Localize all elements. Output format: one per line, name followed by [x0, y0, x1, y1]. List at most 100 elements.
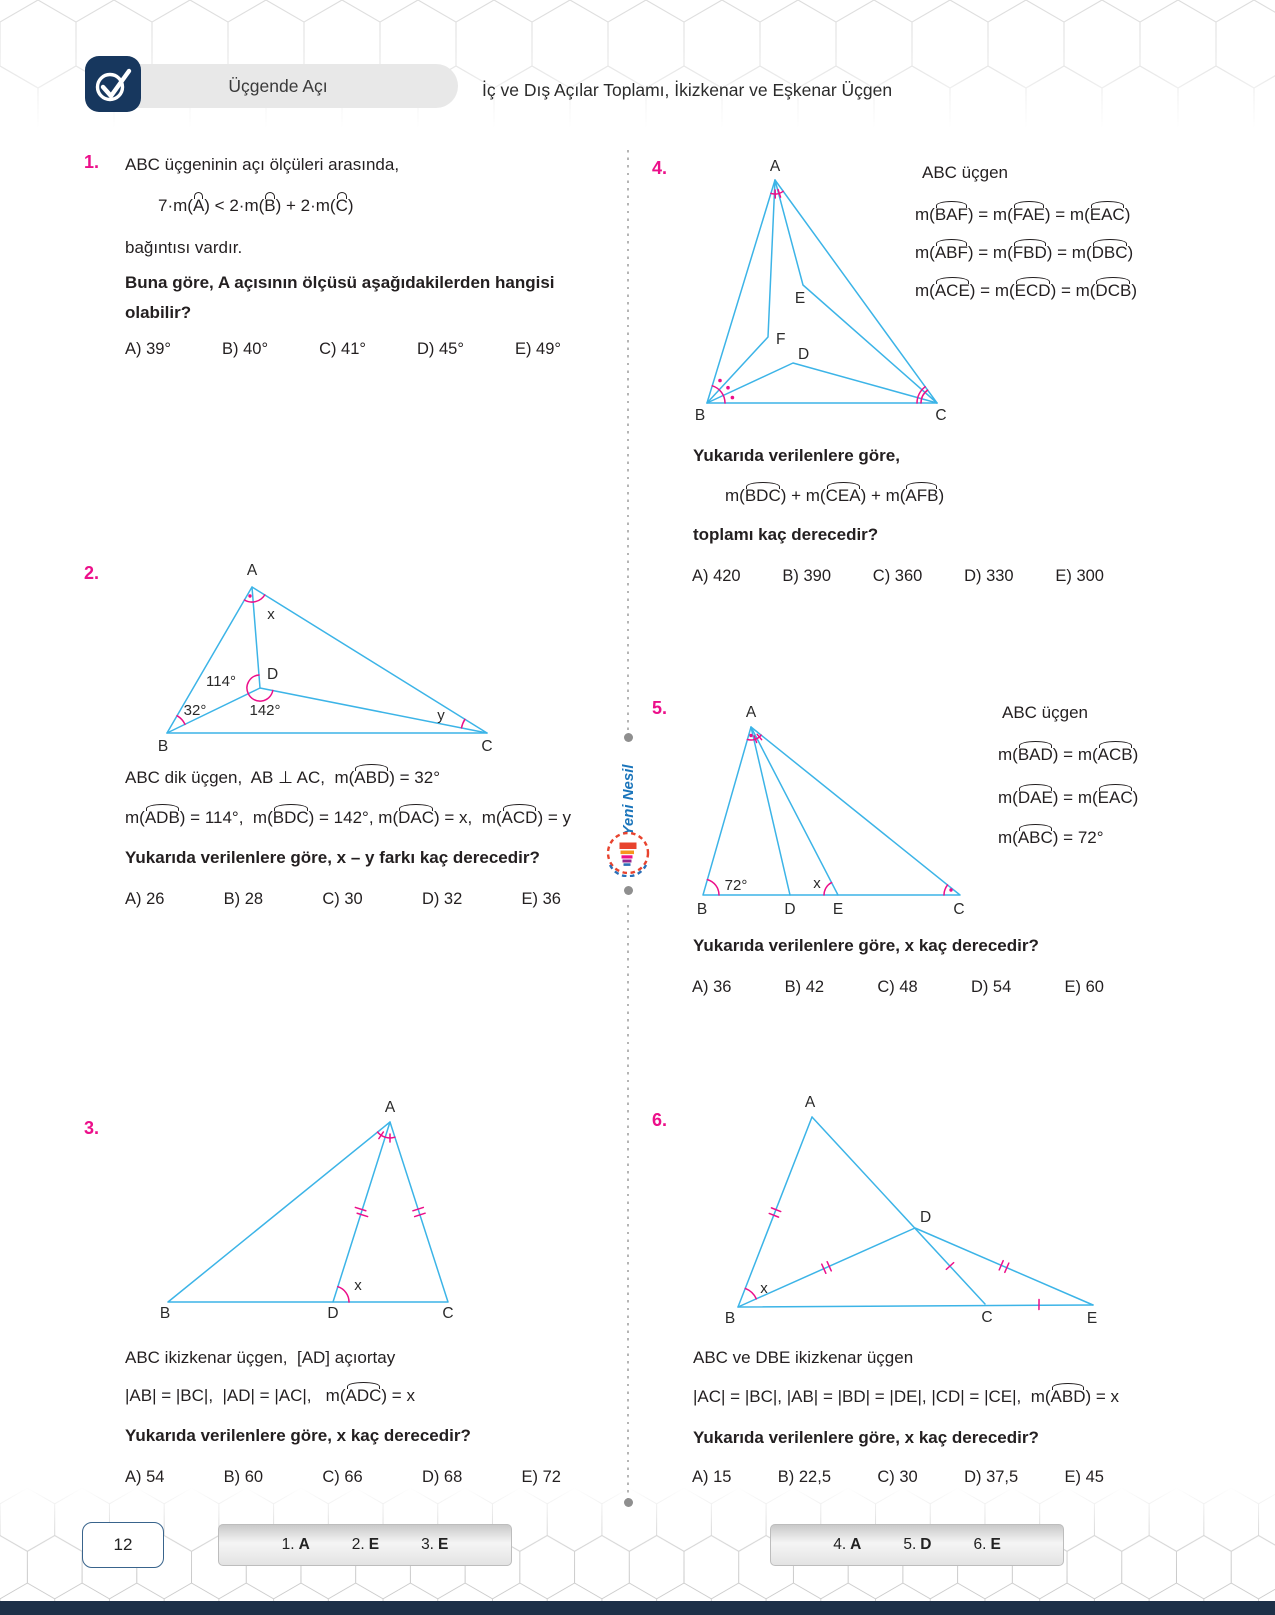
q5-side-2: m(DAE) = m(EAC) [998, 784, 1139, 807]
brand-logo-icon [606, 831, 650, 877]
q2-options: A) 26 B) 28 C) 30 D) 32 E) 36 [125, 890, 561, 909]
q6-triangle-lines [737, 1116, 1094, 1308]
q4-side-title: ABC üçgen [922, 163, 1008, 182]
q2-option-e: E) 36 [521, 890, 561, 908]
question-4-number: 4. [652, 158, 668, 178]
q2-angle-y-label: y [437, 707, 445, 724]
question-2-number: 2. [84, 563, 100, 583]
q3-option-d: D) 68 [421, 1468, 463, 1486]
q4-side-1: m(BAF) = m(FAE) = m(EAC) [915, 201, 1131, 224]
answer-item: 6. E [973, 1536, 1001, 1553]
q3-given-2: |AB| = |BC|, |AD| = |AC|, m(ADC) = x [125, 1382, 415, 1405]
page-number-box: 12 [82, 1522, 164, 1568]
q6-angle-x-label: x [760, 1280, 768, 1297]
q4-question-pre: Yukarıda verilenlere göre, [693, 446, 900, 465]
q2-angle-142-label: 142° [249, 702, 280, 719]
separator-dot [624, 1498, 633, 1507]
chapter-bar: Üçgende Açı [98, 64, 458, 108]
q2-triangle-lines [166, 586, 488, 734]
answer-item: 4. A [833, 1536, 862, 1553]
q5-diagram: A B D E C 72° x [697, 704, 965, 918]
q1-option-b: B) 40° [222, 340, 269, 358]
bottom-fade-overlay [0, 1488, 1275, 1578]
q3-angle-marks [337, 1131, 426, 1303]
question-3-number: 3. [84, 1118, 100, 1138]
q4-option-e: E) 300 [1055, 567, 1104, 585]
answer-item: 5. D [903, 1536, 932, 1553]
q2-point-d-label: D [267, 666, 278, 683]
q3-option-a: A) 54 [125, 1468, 165, 1486]
column-separator [627, 905, 630, 1503]
question-6-number: 6. [652, 1110, 668, 1130]
q1-option-e: E) 49° [514, 340, 561, 358]
q4-formula: m(BDC) + m(CEA) + m(AFB) [725, 482, 945, 505]
q3-option-b: B) 60 [223, 1468, 264, 1486]
q5-option-c: C) 48 [877, 978, 918, 996]
q6-option-b: B) 22,5 [777, 1468, 831, 1486]
answer-strip-left: 1. A 2. E 3. E [218, 1524, 512, 1566]
q6-vertex-a-label: A [805, 1094, 816, 1111]
q4-options: A) 420 B) 390 C) 360 D) 330 E) 300 [692, 567, 1104, 586]
q5-vertex-a-label: A [746, 704, 757, 721]
q4-side-2: m(ABF) = m(FBD) = m(DBC) [915, 239, 1134, 262]
q5-option-d: D) 54 [970, 978, 1012, 996]
q3-vertex-a-label: A [385, 1099, 396, 1116]
q4-question-post: toplamı kaç derecedir? [693, 525, 879, 544]
q5-side-1: m(BAD) = m(ACB) [998, 741, 1139, 764]
q1-question: Buna göre, A açısının ölçüsü aşağıdakile… [125, 273, 555, 322]
answer-strip-right: 4. A 5. D 6. E [770, 1524, 1064, 1566]
q5-vertex-c-label: C [953, 901, 964, 918]
q3-diagram: A B D C x [160, 1099, 454, 1322]
q4-vertex-c-label: C [935, 407, 946, 424]
q1-intro: ABC üçgeninin açı ölçüleri arasında, [125, 155, 400, 174]
q1-option-a: A) 39° [125, 340, 172, 358]
q6-option-e: E) 45 [1064, 1468, 1104, 1486]
bottom-navy-bar [0, 1601, 1275, 1615]
answer-item: 3. E [421, 1536, 449, 1553]
page-title: İç ve Dış Açılar Toplamı, İkizkenar ve E… [482, 80, 893, 100]
check-badge-icon [85, 56, 141, 112]
q6-question: Yukarıda verilenlere göre, x kaç dereced… [693, 1428, 1039, 1447]
q3-vertex-b-label: B [160, 1305, 170, 1322]
q5-side-3: m(ABC) = 72° [998, 824, 1104, 847]
q2-angle-marks [176, 594, 466, 729]
q2-option-c: C) 30 [322, 890, 363, 908]
q6-option-c: C) 30 [877, 1468, 918, 1486]
q5-option-e: E) 60 [1064, 978, 1104, 996]
q4-side-3: m(ACE) = m(ECD) = m(DCB) [915, 277, 1137, 300]
q5-point-d-label: D [784, 901, 795, 918]
q5-question: Yukarıda verilenlere göre, x kaç dereced… [693, 936, 1039, 955]
question-1-number: 1. [84, 152, 100, 172]
q2-option-a: A) 26 [125, 890, 165, 908]
q4-vertex-b-label: B [695, 407, 705, 424]
q4-angle-marks [711, 188, 929, 404]
q5-angle-marks [706, 733, 953, 896]
q4-triangle-lines [706, 179, 938, 404]
q2-given-1: ABC dik üçgen, AB ⊥ AC, m(ABD) = 32° [125, 764, 441, 787]
q2-angle-32-label: 32° [184, 702, 207, 719]
q5-options: A) 36 B) 42 C) 48 D) 54 E) 60 [692, 978, 1104, 997]
column-separator [627, 150, 630, 730]
q3-point-d-label: D [327, 1305, 338, 1322]
q4-point-d-label: D [798, 346, 809, 363]
q3-option-c: C) 66 [322, 1468, 363, 1486]
q2-given-2: m(ADB) = 114°, m(BDC) = 142°, m(DAC) = x… [125, 804, 571, 827]
q3-given-1: ABC ikizkenar üçgen, [AD] açıortay [125, 1348, 396, 1367]
q3-question: Yukarıda verilenlere göre, x kaç dereced… [125, 1426, 471, 1445]
q4-option-b: B) 390 [782, 567, 832, 585]
q3-triangle-lines [167, 1121, 449, 1303]
q6-option-a: A) 15 [692, 1468, 732, 1486]
separator-dot [624, 886, 633, 895]
q5-side-title: ABC üçgen [1002, 703, 1088, 722]
q5-point-e-label: E [833, 901, 843, 918]
q6-vertex-c-label: C [981, 1309, 992, 1325]
q2-vertex-a-label: A [247, 562, 258, 579]
page-number: 12 [113, 1535, 133, 1554]
q6-point-e-label: E [1087, 1310, 1097, 1325]
q2-question: Yukarıda verilenlere göre, x – y farkı k… [125, 848, 540, 867]
q4-option-a: A) 420 [692, 567, 741, 585]
q2-diagram: A B C D x 114° 142° 32° y [158, 562, 493, 755]
q1-option-c: C) 41° [319, 340, 367, 358]
q6-options: A) 15 B) 22,5 C) 30 D) 37,5 E) 45 [692, 1468, 1104, 1487]
q6-option-d: D) 37,5 [964, 1468, 1019, 1486]
